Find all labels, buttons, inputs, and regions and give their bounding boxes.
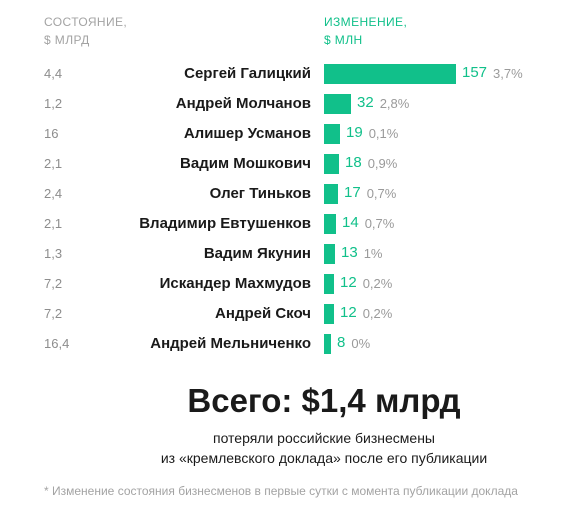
wealth-value: 7,2 [44, 276, 63, 291]
wealth-value: 4,4 [44, 66, 63, 81]
wealth-value: 2,1 [44, 216, 63, 231]
wealth-value: 2,4 [44, 186, 63, 201]
total-caption-line2: из «кремлевского доклада» после его публ… [160, 450, 488, 466]
person-name: Искандер Махмудов [159, 275, 311, 292]
change-percent: 0,2% [362, 306, 393, 321]
change-percent: 3,7% [493, 66, 523, 81]
change-value: 12 [340, 304, 357, 321]
change-value: 17 [344, 184, 361, 201]
bar-chart: 4,4 Сергей Галицкий 157 3,7% 1,2 Андрей Молча… [0, 59, 574, 359]
person-name: Владимир Евтушенков [139, 215, 311, 232]
change-percent: 1% [363, 246, 383, 261]
total-loss-heading: Всего: $1,4 млрд [187, 382, 461, 419]
change-value: 19 [346, 124, 363, 141]
bar-row: 16 Алишер Усманов 19 0,1% [0, 119, 574, 149]
wealth-column-header: СОСТОЯНИЕ, $ МЛРД [44, 13, 127, 49]
change-value: 13 [341, 244, 358, 261]
person-name: Вадим Якунин [203, 245, 311, 262]
bar-row: 4,4 Сергей Галицкий 157 3,7% [0, 59, 574, 89]
change-percent: 0% [351, 336, 371, 351]
bar-row: 1,2 Андрей Молчанов 32 2,8% [0, 89, 574, 119]
change-percent: 0,2% [362, 276, 393, 291]
bar-row: 1,3 Вадим Якунин 13 1% [0, 239, 574, 269]
footnote: * Изменение состояния бизнесменов в перв… [44, 484, 518, 498]
change-bar [324, 244, 335, 264]
person-name: Вадим Мошкович [180, 155, 311, 172]
wealth-header-line1: СОСТОЯНИЕ, [44, 15, 128, 29]
change-bar [324, 334, 331, 354]
wealth-value: 1,3 [44, 246, 63, 261]
change-value: 18 [345, 154, 362, 171]
person-name: Сергей Галицкий [184, 65, 311, 82]
person-name: Андрей Мельниченко [150, 335, 311, 352]
change-percent: 2,8% [379, 96, 410, 111]
wealth-value: 16 [44, 126, 59, 141]
change-bar [324, 274, 334, 294]
person-name: Андрей Молчанов [175, 95, 311, 112]
change-value: 8 [337, 334, 346, 351]
bar-row: 16,4 Андрей Мельниченко 8 0% [0, 329, 574, 359]
bar-row: 7,2 Искандер Махмудов 12 0,2% [0, 269, 574, 299]
change-header-line2: $ МЛН [324, 33, 363, 47]
change-column-header: ИЗМЕНЕНИЕ, $ МЛН [324, 13, 407, 49]
wealth-value: 16,4 [44, 336, 70, 351]
change-bar [324, 304, 334, 324]
change-percent: 0,9% [367, 156, 398, 171]
change-bar [324, 124, 340, 144]
person-name: Андрей Скоч [215, 305, 311, 322]
bar-row: 2,1 Вадим Мошкович 18 0,9% [0, 149, 574, 179]
change-value: 12 [340, 274, 357, 291]
wealth-value: 1,2 [44, 96, 63, 111]
change-value: 14 [342, 214, 359, 231]
wealth-value: 7,2 [44, 306, 63, 321]
change-percent: 0,7% [364, 216, 395, 231]
change-value: 157 [462, 64, 488, 81]
change-header-line1: ИЗМЕНЕНИЕ, [324, 15, 408, 29]
total-caption-line1: потеряли российские бизнесмены [212, 430, 435, 446]
change-bar [324, 64, 456, 84]
person-name: Олег Тиньков [209, 185, 311, 202]
change-bar [324, 214, 336, 234]
change-value: 32 [357, 94, 374, 111]
person-name: Алишер Усманов [183, 125, 311, 142]
change-bar [324, 94, 351, 114]
change-bar [324, 184, 338, 204]
bar-row: 2,4 Олег Тиньков 17 0,7% [0, 179, 574, 209]
bar-row: 2,1 Владимир Евтушенков 14 0,7% [0, 209, 574, 239]
change-percent: 0,1% [368, 126, 399, 141]
change-percent: 0,7% [366, 186, 397, 201]
wealth-value: 2,1 [44, 156, 63, 171]
wealth-header-line2: $ МЛРД [44, 33, 90, 47]
change-bar [324, 154, 339, 174]
bar-row: 7,2 Андрей Скоч 12 0,2% [0, 299, 574, 329]
